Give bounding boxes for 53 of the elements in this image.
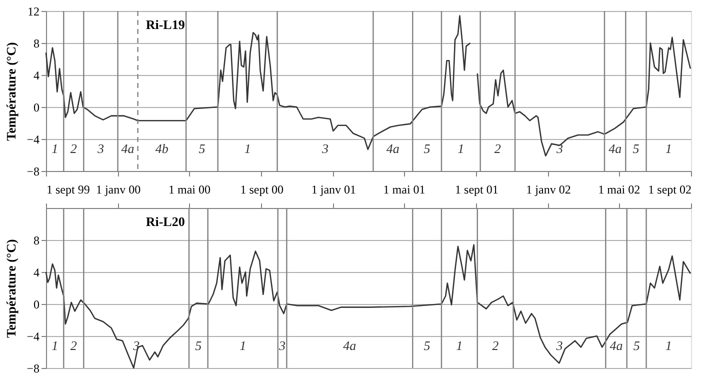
annotation: 2 (70, 141, 78, 156)
annotation: 4a (121, 141, 135, 156)
annotation: Ri-L19 (146, 17, 186, 32)
annotation: 5 (198, 141, 206, 156)
annotation: 3 (96, 141, 104, 156)
y-tick-label: 12 (28, 4, 40, 18)
y-tick-label: −4 (26, 132, 40, 146)
annotation: 2 (70, 338, 78, 353)
y-tick-label: 0 (34, 298, 40, 312)
x-tick-label: 1 janv 00 (96, 182, 141, 196)
annotation: 5 (633, 338, 640, 353)
annotation: 2 (492, 338, 500, 353)
y-tick-label: −8 (26, 362, 40, 376)
annotation: 4a (608, 141, 622, 156)
annotation: 4a (386, 141, 400, 156)
x-tick-label: 1 mai 02 (598, 182, 640, 196)
annotation: 1 (665, 338, 672, 353)
annotation: 3 (278, 338, 286, 353)
x-tick-label: 1 mai 01 (383, 182, 426, 196)
annotation: 1 (52, 141, 58, 156)
y-tick-label: 4 (34, 68, 40, 82)
annotation: 1 (52, 338, 58, 353)
annotation: 5 (424, 141, 431, 156)
annotation: 5 (424, 338, 431, 353)
y-tick-label: 0 (34, 100, 40, 114)
annotation: 4b (155, 141, 169, 156)
annotation: 1 (458, 141, 464, 156)
x-tick-label: 1 sept 99 (46, 182, 90, 196)
annotation: 3 (320, 141, 329, 156)
x-tick-label: 1 sept 00 (240, 182, 284, 196)
x-tick-label: 1 janv 02 (526, 182, 571, 196)
annotation: 2 (494, 141, 502, 156)
annotation: 5 (632, 141, 640, 156)
annotation: 3 (555, 338, 564, 353)
y-tick-label: 8 (34, 36, 40, 50)
annotation: 1 (665, 141, 672, 156)
annotation: 1 (456, 338, 463, 353)
annotation: 1 (240, 338, 246, 353)
x-tick-label: 1 sept 01 (455, 182, 498, 196)
y-tick-label: −8 (26, 164, 40, 178)
y-tick-label: −4 (26, 330, 40, 344)
x-tick-label: 1 sept 02 (648, 182, 692, 196)
y-axis-title: Température (°C) (4, 42, 19, 141)
annotation: 4a (610, 338, 624, 353)
annotation: 4a (343, 338, 357, 353)
x-tick-label: 1 mai 00 (168, 182, 211, 196)
annotation: 5 (195, 338, 202, 353)
annotation: Ri-L20 (146, 214, 185, 229)
y-tick-label: 4 (34, 266, 40, 280)
annotation: 1 (244, 141, 251, 156)
x-tick-label: 1 janv 01 (311, 182, 356, 196)
y-axis-title: Température (°C) (4, 239, 19, 338)
y-tick-label: 8 (34, 234, 40, 248)
